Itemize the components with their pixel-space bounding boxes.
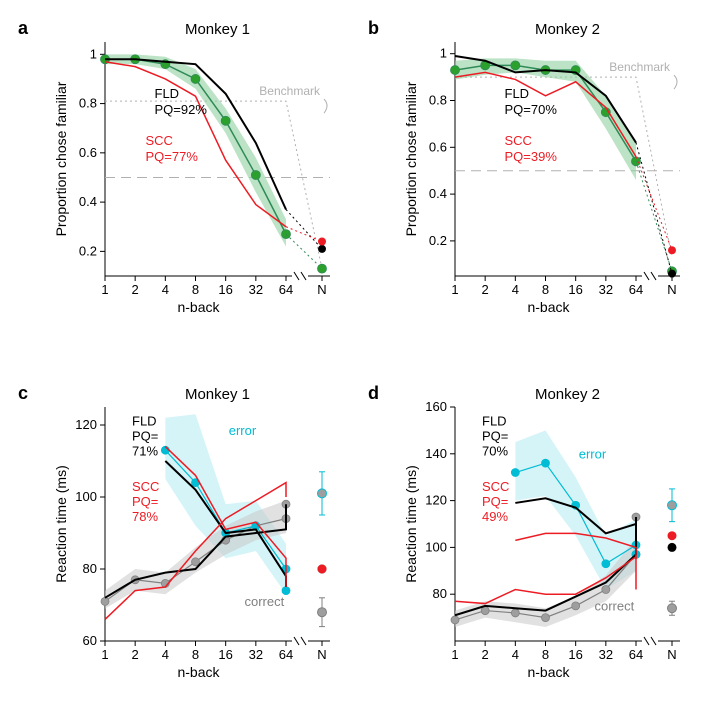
svg-text:n-back: n-back [177, 664, 220, 680]
svg-text:Monkey 2: Monkey 2 [535, 386, 600, 403]
svg-text:8: 8 [542, 647, 549, 662]
svg-text:PQ=: PQ= [482, 494, 508, 509]
svg-text:49%: 49% [482, 509, 508, 524]
svg-text:4: 4 [162, 647, 169, 662]
svg-text:4: 4 [512, 282, 519, 297]
svg-text:Monkey 1: Monkey 1 [185, 21, 250, 38]
svg-text:120: 120 [425, 493, 447, 508]
svg-text:80: 80 [433, 586, 447, 601]
svg-text:120: 120 [75, 417, 97, 432]
svg-text:FLD: FLD [155, 86, 180, 101]
svg-text:32: 32 [599, 282, 613, 297]
svg-text:N: N [667, 647, 676, 662]
svg-text:Monkey 2: Monkey 2 [535, 21, 600, 38]
svg-text:0.6: 0.6 [79, 145, 97, 160]
panel-label-d: d [368, 383, 379, 404]
svg-text:2: 2 [482, 282, 489, 297]
svg-text:4: 4 [162, 282, 169, 297]
svg-text:Proportion chose familiar: Proportion chose familiar [403, 81, 419, 236]
svg-text:1: 1 [101, 647, 108, 662]
svg-text:Benchmark: Benchmark [259, 84, 321, 98]
svg-text:16: 16 [568, 647, 582, 662]
svg-text:Benchmark: Benchmark [609, 60, 671, 74]
svg-text:0.8: 0.8 [79, 96, 97, 111]
svg-text:1: 1 [101, 282, 108, 297]
svg-text:n-back: n-back [527, 664, 570, 680]
panel-label-b: b [368, 18, 379, 39]
figure: { "layout": { "width": 716, "height": 72… [0, 0, 716, 722]
svg-text:2: 2 [132, 282, 139, 297]
svg-text:1: 1 [90, 46, 97, 61]
svg-text:0.2: 0.2 [429, 233, 447, 248]
svg-text:16: 16 [218, 647, 232, 662]
svg-text:8: 8 [192, 647, 199, 662]
svg-text:Reaction time (ms): Reaction time (ms) [403, 465, 419, 582]
svg-text:FLD: FLD [482, 414, 507, 429]
svg-text:correct: correct [245, 594, 285, 609]
svg-text:160: 160 [425, 399, 447, 414]
svg-text:8: 8 [542, 282, 549, 297]
svg-text:correct: correct [595, 599, 635, 614]
svg-text:N: N [317, 647, 326, 662]
svg-text:Proportion chose familiar: Proportion chose familiar [53, 81, 69, 236]
svg-text:PQ=: PQ= [482, 429, 508, 444]
svg-text:4: 4 [512, 647, 519, 662]
svg-text:PQ=39%: PQ=39% [505, 149, 558, 164]
svg-text:SCC: SCC [132, 479, 159, 494]
svg-text:32: 32 [599, 647, 613, 662]
svg-text:N: N [317, 282, 326, 297]
svg-text:0.6: 0.6 [429, 139, 447, 154]
svg-text:64: 64 [629, 282, 643, 297]
svg-text:60: 60 [83, 633, 97, 648]
svg-text:Monkey 1: Monkey 1 [185, 386, 250, 403]
svg-text:1: 1 [440, 46, 447, 61]
svg-text:16: 16 [218, 282, 232, 297]
panel-b: Monkey 2 0.2 0.4 0.6 0.8 1 Proportion chose fa… [400, 20, 690, 320]
svg-text:0.4: 0.4 [79, 194, 97, 209]
svg-text:SCC: SCC [505, 133, 532, 148]
svg-text:SCC: SCC [146, 133, 173, 148]
svg-text:PQ=: PQ= [132, 494, 158, 509]
svg-text:32: 32 [249, 647, 263, 662]
panel-label-c: c [18, 383, 28, 404]
svg-text:FLD: FLD [505, 86, 530, 101]
svg-text:N: N [667, 282, 676, 297]
svg-text:PQ=70%: PQ=70% [505, 102, 558, 117]
svg-text:Reaction time (ms): Reaction time (ms) [53, 465, 69, 582]
svg-text:1: 1 [451, 282, 458, 297]
svg-text:71%: 71% [132, 444, 158, 459]
svg-text:64: 64 [279, 282, 293, 297]
panel-label-a: a [18, 18, 28, 39]
svg-text:error: error [229, 423, 257, 438]
svg-text:error: error [579, 446, 607, 461]
svg-text:SCC: SCC [482, 479, 509, 494]
svg-text:FLD: FLD [132, 414, 157, 429]
svg-text:78%: 78% [132, 509, 158, 524]
svg-text:PQ=77%: PQ=77% [146, 149, 199, 164]
svg-text:PQ=: PQ= [132, 429, 158, 444]
panel-d: Monkey 2 80 100 120 140 160 Reaction time (ms)… [400, 385, 690, 685]
svg-text:16: 16 [568, 282, 582, 297]
svg-text:0.4: 0.4 [429, 186, 447, 201]
svg-text:100: 100 [425, 539, 447, 554]
svg-text:n-back: n-back [527, 299, 570, 315]
svg-text:n-back: n-back [177, 299, 220, 315]
svg-text:64: 64 [629, 647, 643, 662]
svg-text:80: 80 [83, 561, 97, 576]
svg-text:0.8: 0.8 [429, 93, 447, 108]
svg-text:100: 100 [75, 489, 97, 504]
svg-text:2: 2 [132, 647, 139, 662]
svg-text:2: 2 [482, 647, 489, 662]
svg-text:1: 1 [451, 647, 458, 662]
svg-text:8: 8 [192, 282, 199, 297]
panel-a: Monkey 1 0.2 0.4 0.6 0.8 1 Proportion chose fa… [50, 20, 340, 320]
svg-text:64: 64 [279, 647, 293, 662]
svg-text:140: 140 [425, 446, 447, 461]
svg-text:0.2: 0.2 [79, 243, 97, 258]
svg-text:32: 32 [249, 282, 263, 297]
svg-text:70%: 70% [482, 444, 508, 459]
panel-c: Monkey 1 60 80 100 120 Reaction time (ms) 1 2 4 8… [50, 385, 340, 685]
svg-text:PQ=92%: PQ=92% [155, 102, 208, 117]
